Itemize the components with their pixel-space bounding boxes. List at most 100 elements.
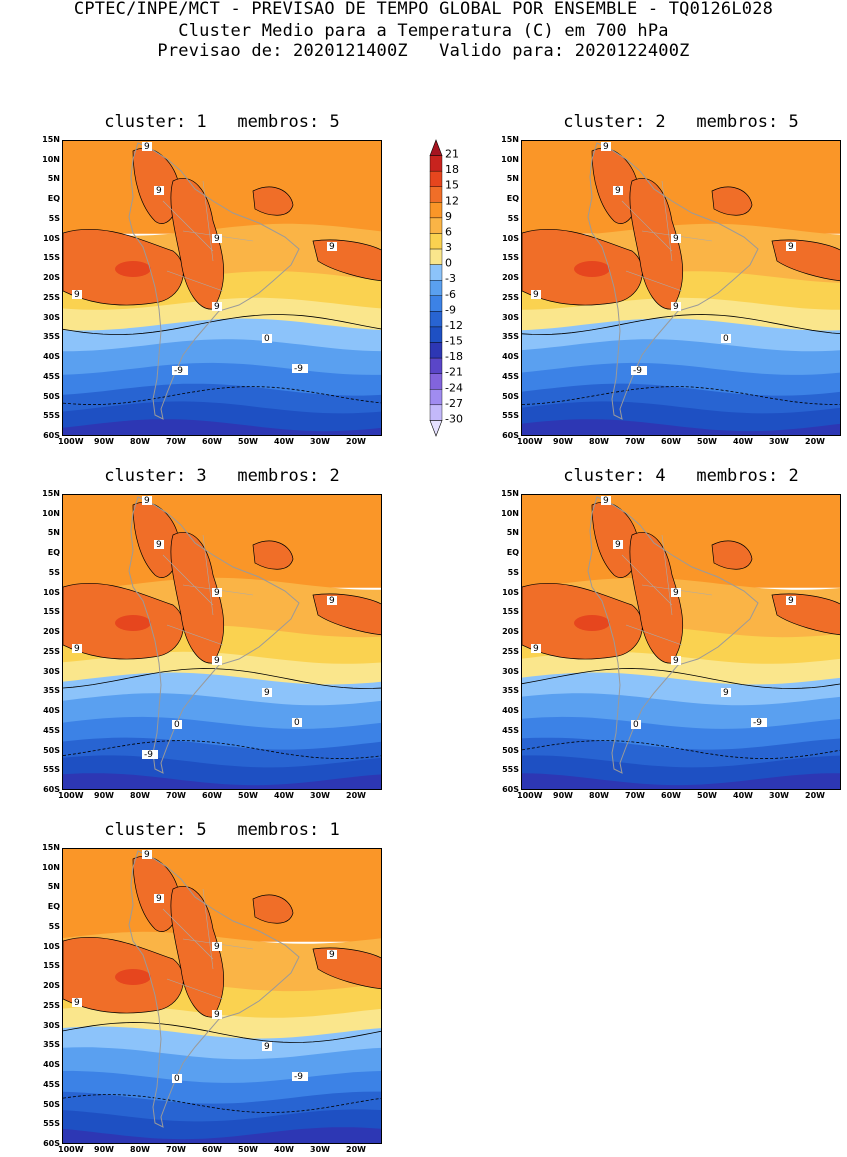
lat-tick-label: 40S <box>43 1060 60 1070</box>
lon-tick-label: 20W <box>805 437 825 446</box>
temperature-band <box>522 419 840 435</box>
lat-tick-label: 10N <box>501 508 519 518</box>
contour-label: -9 <box>292 364 308 374</box>
lat-tick-label: 15N <box>501 135 519 144</box>
contour-label: -9 <box>292 1072 308 1082</box>
lon-tick-label: 60W <box>661 437 681 446</box>
contour-label: 9 <box>613 186 623 196</box>
lat-tick-label: 15S <box>43 961 60 971</box>
contour-label: 9 <box>601 142 611 152</box>
contour-label: 9 <box>212 942 222 952</box>
colorbar-swatch <box>429 233 443 250</box>
lon-tick-label: 40W <box>733 791 753 800</box>
lat-tick-label: 5N <box>47 174 60 184</box>
contour-label-text: 9 <box>603 142 609 152</box>
colorbar-label: 3 <box>445 241 452 254</box>
lat-tick-label: 30S <box>502 666 519 676</box>
contour-label-text: 9 <box>214 302 220 312</box>
contour-label-text: 9 <box>673 656 679 666</box>
temperature-map: 9 9 9 9 9 9 9 0 -9 <box>521 494 841 790</box>
contour-label: 9 <box>154 186 164 196</box>
lon-tick-label: 90W <box>94 1145 114 1154</box>
header-line-1: CPTEC/INPE/MCT - PREVISAO DE TEMPO GLOBA… <box>73 0 774 19</box>
contour-label: 0 <box>292 718 302 728</box>
lon-tick-label: 80W <box>589 437 609 446</box>
temperature-band <box>522 141 840 234</box>
contour-label: 9 <box>212 588 222 598</box>
lon-tick-label: 70W <box>625 791 645 800</box>
lon-tick-label: 100W <box>517 791 543 800</box>
colorbar-swatch <box>429 186 443 203</box>
contour-label-text: 9 <box>603 496 609 506</box>
map-graphic: 9 9 9 9 9 9 0 -9 -9 <box>63 141 381 435</box>
contour-label-text: 9 <box>74 290 80 300</box>
lat-tick-label: 60S <box>43 785 60 794</box>
colorbar-label: -24 <box>445 381 463 394</box>
lat-tick-label: 40S <box>502 352 519 362</box>
contour-label-text: 9 <box>264 1042 270 1052</box>
contour-label-text: 9 <box>788 242 794 252</box>
contour-label: 0 <box>262 334 272 344</box>
lat-tick-label: 10N <box>42 508 60 518</box>
hot-core <box>574 615 610 631</box>
lat-tick-label: 15S <box>502 607 519 617</box>
lat-tick-label: 5S <box>507 213 519 223</box>
country-borders <box>162 888 254 1000</box>
lon-tick-label: 80W <box>130 1145 150 1154</box>
temperature-map: 9 9 9 9 9 9 0 -9 -9 <box>62 140 382 436</box>
contour-label: -9 <box>631 366 647 376</box>
contour-label: 9 <box>72 644 82 654</box>
colorbar-swatch <box>429 404 443 421</box>
colorbar-label: -18 <box>445 350 463 363</box>
contour-label-text: 9 <box>156 894 162 904</box>
lon-tick-label: 30W <box>769 791 789 800</box>
contour-label: 9 <box>262 688 272 698</box>
panel-title: cluster: 1 membros: 5 <box>104 112 340 132</box>
lon-tick-label: 100W <box>58 437 84 446</box>
contour-label-text: 9 <box>788 596 794 606</box>
temperature-band <box>522 773 840 789</box>
colorbar-swatch <box>429 373 443 390</box>
contour-label-text: 0 <box>174 1074 180 1084</box>
contour-label: 9 <box>721 688 731 698</box>
colorbar-label: -15 <box>445 335 463 348</box>
lat-tick-label: 60S <box>43 431 60 440</box>
colorbar-label: 15 <box>445 179 459 192</box>
lon-tick-label: 100W <box>58 791 84 800</box>
contour-label: 9 <box>613 540 623 550</box>
lon-tick-label: 40W <box>274 437 294 446</box>
map-graphic: 9 9 9 9 9 9 9 0 -9 <box>522 495 840 789</box>
lat-tick-label: 5N <box>47 528 60 538</box>
colorbar-label: 21 <box>445 148 459 161</box>
lat-tick-label: 55S <box>502 765 519 775</box>
lat-tick-label: 20S <box>43 273 60 283</box>
contour-label: 9 <box>142 496 152 506</box>
lat-tick-label: 25S <box>43 1000 60 1010</box>
contour-label-text: 9 <box>74 998 80 1008</box>
contour-label-text: -9 <box>294 364 303 374</box>
contour-label-text: 9 <box>214 656 220 666</box>
contour-label-text: 9 <box>673 302 679 312</box>
colorbar-swatch <box>429 311 443 328</box>
colorbar-swatch <box>429 202 443 219</box>
colorbar-label: -6 <box>445 288 456 301</box>
lat-tick-label: 35S <box>502 686 519 696</box>
colorbar-swatch <box>429 295 443 312</box>
contour-label-text: 9 <box>144 142 150 152</box>
lon-tick-label: 70W <box>166 437 186 446</box>
contour-label: 9 <box>531 290 541 300</box>
contour-line-0 <box>63 668 381 689</box>
lon-tick-label: 60W <box>202 437 222 446</box>
contour-label: 9 <box>154 540 164 550</box>
lat-tick-label: 25S <box>502 292 519 302</box>
lat-tick-label: 10S <box>43 941 60 951</box>
lat-tick-label: 25S <box>43 292 60 302</box>
lon-tick-label: 20W <box>346 437 366 446</box>
lon-tick-label: 100W <box>58 1145 84 1154</box>
contour-label-text: 9 <box>214 588 220 598</box>
contour-label-text: 9 <box>615 540 621 550</box>
contour-label: -9 <box>172 366 188 376</box>
contour-label: 9 <box>142 142 152 152</box>
lat-tick-label: 55S <box>43 411 60 421</box>
lat-tick-label: EQ <box>47 902 60 912</box>
